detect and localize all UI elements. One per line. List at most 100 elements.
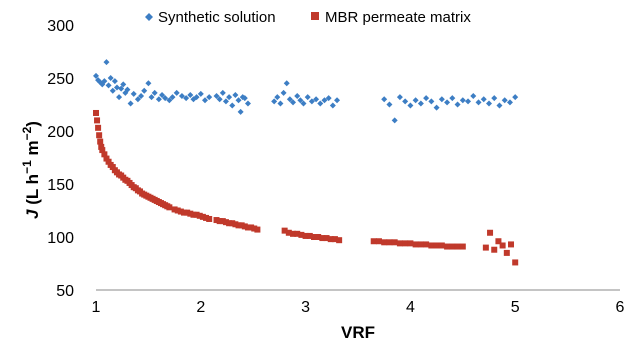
- data-point: [226, 94, 233, 101]
- y-tick-label: 150: [47, 177, 74, 194]
- data-point: [423, 95, 430, 102]
- data-point: [444, 243, 451, 250]
- data-point: [166, 204, 173, 211]
- data-point: [98, 143, 105, 150]
- data-point: [174, 207, 181, 214]
- data-point: [232, 91, 239, 98]
- data-point: [99, 147, 106, 154]
- data-point: [459, 97, 466, 104]
- data-point: [298, 231, 305, 238]
- data-point: [325, 95, 332, 102]
- data-point: [254, 226, 261, 233]
- data-point: [229, 220, 236, 227]
- data-point: [244, 100, 251, 107]
- data-point: [222, 219, 229, 226]
- data-point: [281, 227, 288, 234]
- data-point: [412, 241, 419, 248]
- data-point: [294, 93, 301, 100]
- y-axis-ticks: 50 100 150 200 250 300: [47, 18, 74, 300]
- data-point: [438, 96, 445, 103]
- data-point: [459, 243, 466, 250]
- data-point: [177, 208, 184, 215]
- data-point: [444, 99, 451, 106]
- data-point: [148, 94, 155, 101]
- data-point: [171, 206, 178, 213]
- data-point: [274, 94, 281, 101]
- data-point: [300, 100, 307, 107]
- data-point: [101, 151, 108, 158]
- legend-marker-synthetic-solution-icon: [145, 13, 153, 21]
- data-point: [423, 241, 430, 248]
- data-point: [96, 132, 103, 139]
- data-point: [109, 87, 116, 94]
- data-point: [327, 236, 334, 243]
- data-point: [428, 98, 435, 105]
- data-point: [183, 95, 190, 102]
- data-point: [134, 96, 141, 103]
- data-point: [386, 101, 393, 108]
- data-point: [370, 238, 377, 245]
- x-tick-label: 2: [196, 299, 205, 316]
- y-tick-label: 300: [47, 18, 74, 35]
- data-point: [109, 164, 116, 171]
- data-point: [251, 225, 258, 232]
- data-point: [313, 96, 320, 103]
- data-point: [159, 91, 166, 98]
- data-point: [454, 101, 461, 108]
- data-point: [454, 243, 461, 250]
- data-point: [190, 211, 197, 218]
- data-point: [317, 100, 324, 107]
- data-point: [496, 102, 503, 109]
- data-point: [103, 59, 110, 66]
- data-point: [391, 239, 398, 246]
- data-point: [470, 93, 477, 100]
- data-point: [187, 91, 194, 98]
- data-point: [283, 80, 290, 87]
- data-point: [475, 99, 482, 106]
- data-point: [334, 97, 341, 104]
- data-point: [417, 100, 424, 107]
- data-point: [396, 240, 403, 247]
- data-point: [412, 97, 419, 104]
- data-point: [306, 232, 313, 239]
- data-point: [503, 249, 510, 256]
- data-point: [499, 242, 506, 249]
- x-tick-label: 4: [406, 299, 415, 316]
- data-point: [417, 241, 424, 248]
- data-point: [280, 89, 287, 96]
- data-point: [184, 209, 191, 216]
- data-point: [203, 214, 210, 221]
- data-point: [193, 211, 200, 218]
- legend-label-synthetic-solution: Synthetic solution: [158, 9, 276, 26]
- data-point: [199, 213, 206, 220]
- data-point: [508, 241, 515, 248]
- data-point: [105, 82, 112, 89]
- data-point: [501, 97, 508, 104]
- data-point: [141, 87, 148, 94]
- data-point: [145, 80, 152, 87]
- data-point: [238, 222, 245, 229]
- x-tick-label: 6: [616, 299, 624, 316]
- data-point: [491, 95, 498, 102]
- data-point: [302, 232, 309, 239]
- data-point: [169, 94, 176, 101]
- series-synthetic-solution: [93, 59, 519, 124]
- data-point: [495, 238, 502, 245]
- data-point: [103, 155, 110, 162]
- data-point: [232, 221, 239, 228]
- data-point: [304, 94, 311, 101]
- data-point: [506, 99, 513, 106]
- x-tick-label: 1: [92, 299, 101, 316]
- data-point: [206, 215, 213, 222]
- data-point: [173, 89, 180, 96]
- data-point: [181, 209, 188, 216]
- x-tick-label: 3: [301, 299, 310, 316]
- data-point: [331, 236, 338, 243]
- data-point: [449, 243, 456, 250]
- data-point: [178, 93, 185, 100]
- data-point: [166, 97, 173, 104]
- data-point: [391, 117, 398, 124]
- data-point: [381, 239, 388, 246]
- data-point: [116, 94, 123, 101]
- data-point: [213, 217, 220, 224]
